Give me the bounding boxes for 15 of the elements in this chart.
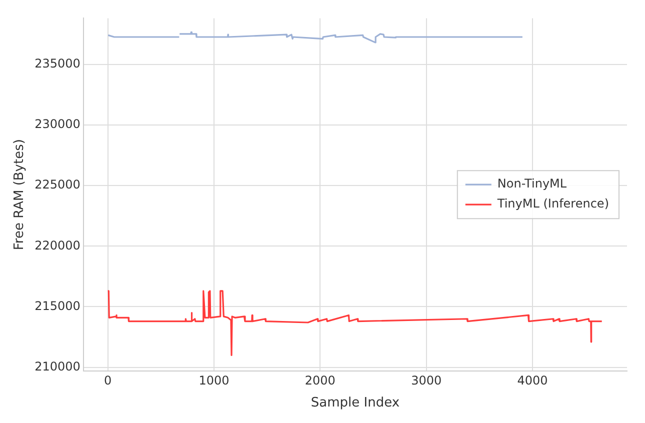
legend-label: Non-TinyML (497, 176, 567, 191)
x-tick-label: 4000 (517, 373, 548, 388)
y-tick-label: 220000 (34, 238, 80, 252)
legend-label: TinyML (Inference) (496, 196, 609, 211)
x-tick-label: 0 (104, 373, 112, 388)
y-tick-label: 215000 (34, 298, 80, 313)
y-axis-title: Free RAM (Bytes) (12, 139, 28, 250)
y-tick-label: 230000 (34, 117, 80, 132)
y-tick-label: 235000 (34, 56, 80, 70)
x-axis-title: Sample Index (310, 396, 400, 411)
x-tick-label: 1000 (198, 373, 230, 388)
x-tick-label: 3000 (411, 373, 442, 388)
y-tick-label: 210000 (34, 359, 80, 374)
x-tick-label: 2000 (304, 373, 336, 388)
y-tick-label: 225000 (34, 178, 80, 192)
